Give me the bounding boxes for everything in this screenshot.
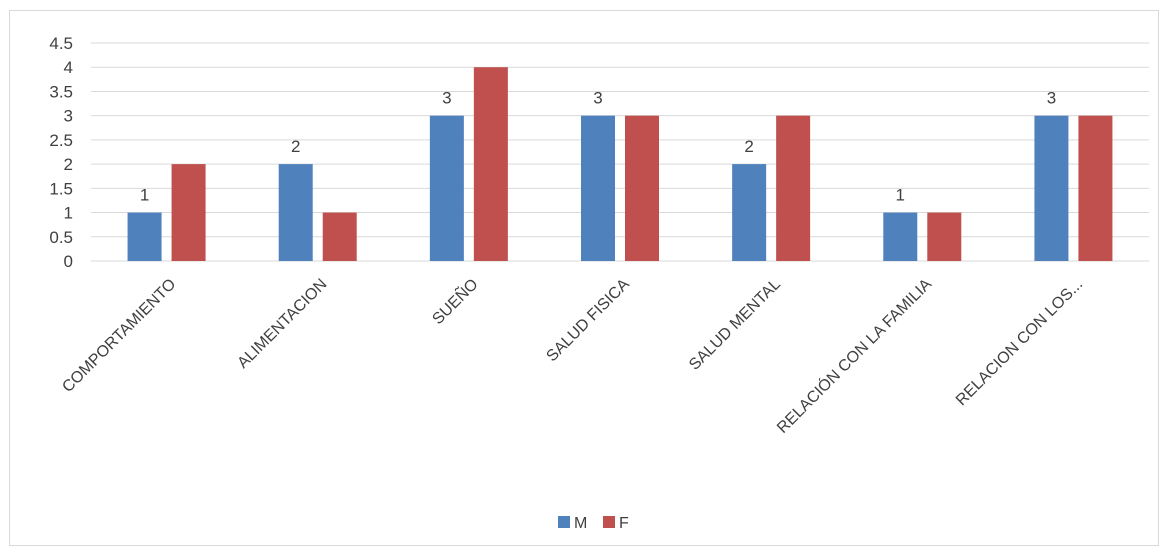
bar-f-2	[473, 67, 508, 261]
bar-chart: 0 0.5 1 1.5 2 2.5 3 3.5 4 4.5 1 2 3 3 2 1 3 COMPORTAMIE…	[49, 34, 1149, 532]
category-label: SALUD MENTAL	[686, 276, 784, 374]
y-tick-label: 4.5	[49, 34, 73, 53]
category-label: ALIMENTACION	[234, 276, 330, 372]
legend-label: M	[574, 515, 587, 532]
bar-f-5	[927, 212, 962, 261]
bar-f-6	[1078, 115, 1113, 262]
y-tick-label: 0	[64, 252, 73, 271]
bar-m-4	[732, 164, 767, 261]
category-label: RELACION CON LOS...	[953, 276, 1086, 409]
data-label: 3	[593, 89, 602, 108]
bar-f-0	[171, 164, 206, 261]
data-labels: 1 2 3 3 2 1 3	[140, 89, 1056, 205]
bar-f-4	[776, 115, 811, 262]
category-labels: COMPORTAMIENTO ALIMENTACION SUEÑO SALUD FIS…	[59, 274, 1086, 437]
data-label: 2	[291, 137, 300, 156]
y-tick-label: 2.5	[49, 131, 73, 150]
y-axis-ticks: 0 0.5 1 1.5 2 2.5 3 3.5 4 4.5	[49, 34, 73, 271]
bar-f-1	[322, 212, 357, 261]
bar-m-3	[581, 115, 615, 262]
chart-frame: 0 0.5 1 1.5 2 2.5 3 3.5 4 4.5 1 2 3 3 2 1 3 COMPORTAMIE…	[9, 10, 1159, 546]
bar-m-0	[127, 212, 162, 261]
y-tick-label: 3	[64, 107, 73, 126]
category-label: COMPORTAMIENTO	[59, 276, 179, 396]
y-tick-label: 1.5	[49, 179, 73, 198]
y-tick-label: 1	[64, 204, 73, 223]
legend-label: F	[619, 515, 629, 532]
bars	[127, 67, 1113, 262]
data-label: 3	[1047, 89, 1056, 108]
bar-m-2	[429, 115, 464, 262]
bar-m-5	[883, 212, 918, 261]
gridlines	[91, 42, 1149, 262]
legend-swatch-m	[558, 516, 570, 528]
data-label: 3	[442, 89, 451, 108]
bar-m-6	[1034, 115, 1069, 262]
y-tick-label: 0.5	[49, 228, 73, 247]
bar-m-1	[278, 164, 313, 261]
category-label: SALUD FISICA	[543, 276, 633, 366]
bar-f-3	[625, 115, 659, 262]
y-tick-label: 4	[64, 58, 73, 77]
data-label: 2	[744, 137, 753, 156]
legend-swatch-f	[603, 516, 615, 528]
data-label: 1	[896, 186, 905, 205]
data-label: 1	[140, 186, 149, 205]
y-tick-label: 3.5	[49, 82, 73, 101]
category-label: SUEÑO	[427, 274, 481, 328]
category-label: RELACIÓN CON LA FAMILIA	[773, 274, 936, 437]
y-tick-label: 2	[64, 155, 73, 174]
